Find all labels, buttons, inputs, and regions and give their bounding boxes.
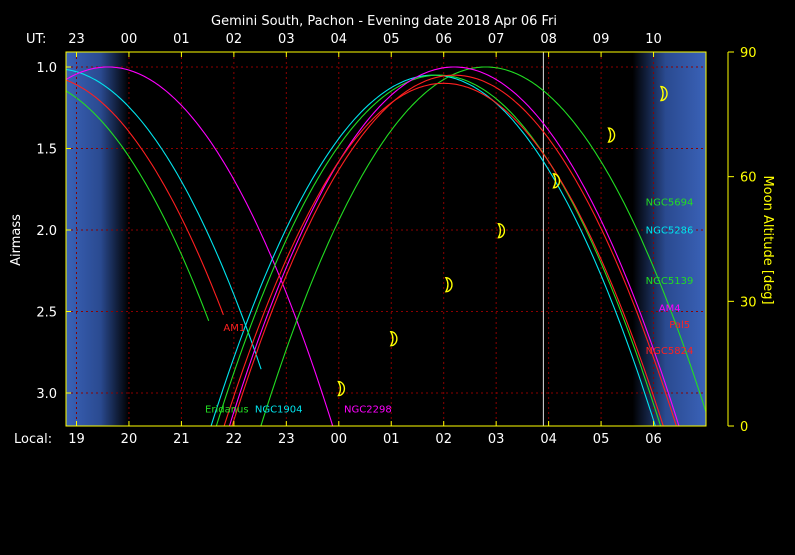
local-tick-label: 19 [68, 432, 85, 447]
curve-ngc1904 [66, 68, 262, 370]
evening-twilight-band [66, 52, 129, 426]
target-label-ngc5139: NGC5139 [646, 276, 694, 287]
ut-tick-label: 09 [593, 32, 610, 47]
moon-icon [337, 380, 346, 397]
airmass-axis-label: Airmass [9, 214, 24, 266]
target-labels: AM1 Eridanus NGC1904 NGC2298 NGC5694 NGC5286 N… [205, 198, 693, 416]
moon-icon [444, 277, 453, 293]
target-label-am1: AM1 [223, 323, 245, 334]
moon-altitude-marks [337, 85, 668, 397]
target-label-pal5: Pal5 [669, 320, 690, 331]
airmass-tick-label: 3.0 [36, 387, 57, 402]
target-label-eridanus: Eridanus [205, 405, 249, 416]
moon-icon [389, 331, 398, 347]
ut-tick-label: 07 [488, 32, 505, 47]
airmass-curves [66, 66, 706, 426]
plot-frame [65, 51, 707, 427]
target-label-am4: AM4 [659, 304, 681, 315]
moon-altitude-tick-label: 30 [740, 295, 757, 310]
moon-altitude-tick-label: 90 [740, 46, 757, 61]
curve-pal5 [231, 74, 677, 426]
local-tick-label: 02 [435, 432, 452, 447]
curve-ngc2298 [66, 66, 334, 426]
moon-altitude-tick-label: 60 [740, 171, 757, 186]
local-tick-label: 01 [383, 432, 400, 447]
ut-tick-label: 04 [331, 32, 348, 47]
target-label-ngc1904: NGC1904 [255, 405, 303, 416]
local-tick-label: 03 [488, 432, 505, 447]
local-tick-label: 23 [278, 432, 295, 447]
curve-am4 [228, 66, 680, 426]
ut-tick-label: 08 [540, 32, 557, 47]
ut-tick-label: 06 [435, 32, 452, 47]
target-label-ngc5824: NGC5824 [646, 346, 694, 357]
ut-tick-label: 23 [68, 32, 85, 47]
target-label-ngc5286: NGC5286 [646, 225, 694, 236]
moon-icon [607, 127, 616, 143]
curve-ngc5694 [260, 66, 706, 426]
morning-twilight-band [632, 52, 706, 426]
target-label-ngc5694: NGC5694 [646, 198, 694, 209]
local-tick-label: 21 [173, 432, 190, 447]
local-tick-label: 06 [645, 432, 662, 447]
moon-icon [552, 173, 561, 189]
local-tick-label: 05 [593, 432, 610, 447]
local-tick-label: 20 [121, 432, 138, 447]
moon-altitude-axis-label: Moon Altitude [deg] [760, 175, 775, 304]
ut-tick-label: 03 [278, 32, 295, 47]
moon-icon [497, 222, 506, 239]
local-tick-label: 04 [540, 432, 557, 447]
local-tick-label: 00 [331, 432, 348, 447]
curve-ngc5139 [215, 74, 662, 426]
ut-axis-label: UT: [26, 32, 46, 47]
local-tick-label: 22 [226, 432, 243, 447]
ut-tick-label: 02 [226, 32, 243, 47]
curve-eridanus [66, 90, 210, 321]
airmass-tick-label: 1.0 [36, 61, 57, 76]
ut-tick-label: 00 [121, 32, 138, 47]
ut-tick-label: 01 [173, 32, 190, 47]
target-label-ngc2298: NGC2298 [344, 405, 392, 416]
moon-icon [659, 85, 668, 102]
curve-am1 [66, 79, 224, 315]
grid-lines [66, 52, 706, 426]
curve-ngc5824 [223, 82, 664, 426]
local-axis-label: Local: [14, 432, 52, 447]
airmass-tick-label: 2.5 [36, 306, 57, 321]
ut-tick-label: 05 [383, 32, 400, 47]
airmass-tick-label: 1.5 [36, 143, 57, 158]
moon-altitude-tick-label: 0 [740, 420, 748, 435]
chart-title: Gemini South, Pachon - Evening date 2018… [211, 14, 557, 29]
ut-tick-label: 10 [645, 32, 662, 47]
airmass-tick-label: 2.0 [36, 224, 57, 239]
